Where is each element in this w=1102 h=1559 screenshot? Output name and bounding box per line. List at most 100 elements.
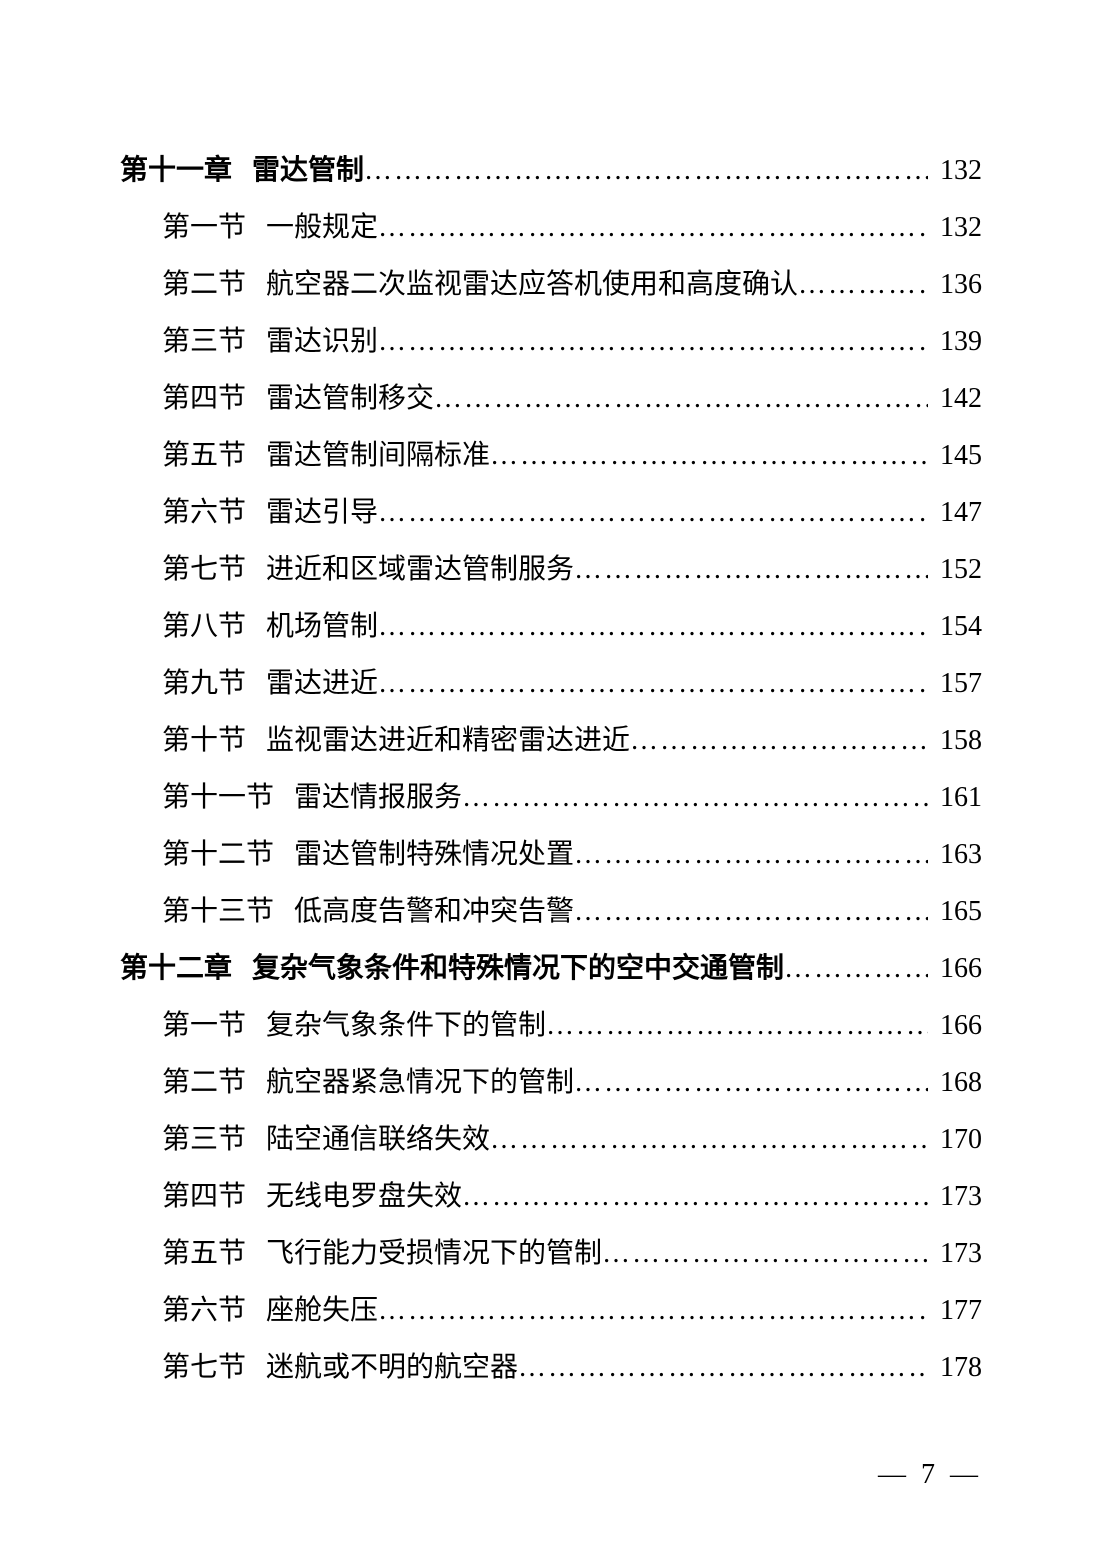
toc-page-number: 178 <box>928 1352 982 1384</box>
toc-page-number: 154 <box>928 611 982 643</box>
toc-page-number: 168 <box>928 1067 982 1099</box>
toc-label: 第二节 <box>162 262 246 302</box>
toc-leader-dots <box>602 1238 928 1270</box>
toc-section-line: 第一节复杂气象条件下的管制 166 <box>162 1003 982 1043</box>
toc-section-line: 第五节飞行能力受损情况下的管制 173 <box>162 1231 982 1271</box>
toc-title: 复杂气象条件下的管制 <box>266 1003 546 1043</box>
toc-page-number: 166 <box>928 1010 982 1042</box>
toc-leader-dots <box>574 554 928 586</box>
toc-leader-dots <box>364 155 928 187</box>
toc-leader-dots <box>546 1010 928 1042</box>
toc-leader-dots <box>784 953 928 985</box>
toc-leader-dots <box>462 782 928 814</box>
toc-title: 雷达进近 <box>266 661 378 701</box>
toc-page-number: 173 <box>928 1181 982 1213</box>
toc-page-number: 157 <box>928 668 982 700</box>
toc-page-number: 165 <box>928 896 982 928</box>
toc-leader-dots <box>630 725 928 757</box>
toc-page-number: 136 <box>928 269 982 301</box>
toc-title: 迷航或不明的航空器 <box>266 1345 518 1385</box>
toc-title: 监视雷达进近和精密雷达进近 <box>266 718 630 758</box>
toc-title: 陆空通信联络失效 <box>266 1117 490 1157</box>
toc-section-line: 第四节雷达管制移交 142 <box>162 376 982 416</box>
toc-title: 飞行能力受损情况下的管制 <box>266 1231 602 1271</box>
toc-label: 第七节 <box>162 547 246 587</box>
toc-label: 第十二章 <box>120 946 232 986</box>
toc-chapter-line: 第十二章复杂气象条件和特殊情况下的空中交通管制166 <box>120 946 982 986</box>
toc-title: 低高度告警和冲突告警 <box>294 889 574 929</box>
toc-leader-dots <box>378 668 928 700</box>
toc-leader-dots <box>462 1181 928 1213</box>
toc-label: 第六节 <box>162 1288 246 1328</box>
toc-label: 第四节 <box>162 1174 246 1214</box>
toc-page-number: 147 <box>928 497 982 529</box>
toc-page-number: 177 <box>928 1295 982 1327</box>
toc-section-line: 第七节迷航或不明的航空器 178 <box>162 1345 982 1385</box>
toc-label: 第三节 <box>162 1117 246 1157</box>
page-number: — 7 — <box>878 1459 982 1491</box>
toc-leader-dots <box>378 611 928 643</box>
toc-page-number: 152 <box>928 554 982 586</box>
toc-leader-dots <box>798 269 928 301</box>
toc-section-line: 第十三节低高度告警和冲突告警 165 <box>162 889 982 929</box>
toc-leader-dots <box>434 383 928 415</box>
toc-title: 航空器二次监视雷达应答机使用和高度确认 <box>266 262 798 302</box>
toc-title: 座舱失压 <box>266 1288 378 1328</box>
toc-section-line: 第十二节雷达管制特殊情况处置 163 <box>162 832 982 872</box>
toc-section-line: 第六节座舱失压 177 <box>162 1288 982 1328</box>
toc-label: 第四节 <box>162 376 246 416</box>
toc-leader-dots <box>490 440 928 472</box>
toc-label: 第十节 <box>162 718 246 758</box>
toc-title: 雷达管制间隔标准 <box>266 433 490 473</box>
toc-section-line: 第六节雷达引导 147 <box>162 490 982 530</box>
toc-leader-dots <box>574 1067 928 1099</box>
toc-chapter-line: 第十一章雷达管制132 <box>120 148 982 188</box>
toc-leader-dots <box>518 1352 928 1384</box>
toc-label: 第五节 <box>162 433 246 473</box>
toc-page-number: 139 <box>928 326 982 358</box>
toc-label: 第十二节 <box>162 832 274 872</box>
toc-label: 第六节 <box>162 490 246 530</box>
toc-section-line: 第十节监视雷达进近和精密雷达进近 158 <box>162 718 982 758</box>
toc-section-line: 第九节雷达进近 157 <box>162 661 982 701</box>
toc-label: 第七节 <box>162 1345 246 1385</box>
toc-title: 进近和区域雷达管制服务 <box>266 547 574 587</box>
toc-section-line: 第五节雷达管制间隔标准145 <box>162 433 982 473</box>
toc-page-number: 170 <box>928 1124 982 1156</box>
toc-label: 第十一节 <box>162 775 274 815</box>
toc-page-number: 173 <box>928 1238 982 1270</box>
toc-label: 第十一章 <box>120 148 232 188</box>
toc-section-line: 第十一节雷达情报服务 161 <box>162 775 982 815</box>
toc-page-number: 158 <box>928 725 982 757</box>
toc-leader-dots <box>490 1124 928 1156</box>
toc-section-line: 第三节陆空通信联络失效 170 <box>162 1117 982 1157</box>
toc-section-line: 第八节机场管制154 <box>162 604 982 644</box>
toc-title: 航空器紧急情况下的管制 <box>266 1060 574 1100</box>
toc-label: 第十三节 <box>162 889 274 929</box>
toc-page-number: 132 <box>928 212 982 244</box>
toc-page-number: 161 <box>928 782 982 814</box>
toc-section-line: 第一节一般规定 132 <box>162 205 982 245</box>
toc-title: 一般规定 <box>266 205 378 245</box>
toc-label: 第三节 <box>162 319 246 359</box>
toc-leader-dots <box>378 1295 928 1327</box>
toc-leader-dots <box>378 212 928 244</box>
toc-title: 无线电罗盘失效 <box>266 1174 462 1214</box>
toc-label: 第五节 <box>162 1231 246 1271</box>
toc-title: 雷达管制特殊情况处置 <box>294 832 574 872</box>
toc-label: 第一节 <box>162 205 246 245</box>
toc-section-line: 第四节无线电罗盘失效 173 <box>162 1174 982 1214</box>
toc-title: 雷达引导 <box>266 490 378 530</box>
toc-page-number: 142 <box>928 383 982 415</box>
toc-title: 雷达管制移交 <box>266 376 434 416</box>
toc-title: 雷达识别 <box>266 319 378 359</box>
toc-label: 第一节 <box>162 1003 246 1043</box>
toc-page-number: 132 <box>928 155 982 187</box>
toc-page: 第十一章雷达管制132第一节一般规定132第二节航空器二次监视雷达应答机使用和高… <box>0 0 1102 1559</box>
toc-page-number: 163 <box>928 839 982 871</box>
toc-label: 第九节 <box>162 661 246 701</box>
toc-leader-dots <box>378 497 928 529</box>
toc-title: 雷达情报服务 <box>294 775 462 815</box>
toc-leader-dots <box>378 326 928 358</box>
toc-title: 机场管制 <box>266 604 378 644</box>
